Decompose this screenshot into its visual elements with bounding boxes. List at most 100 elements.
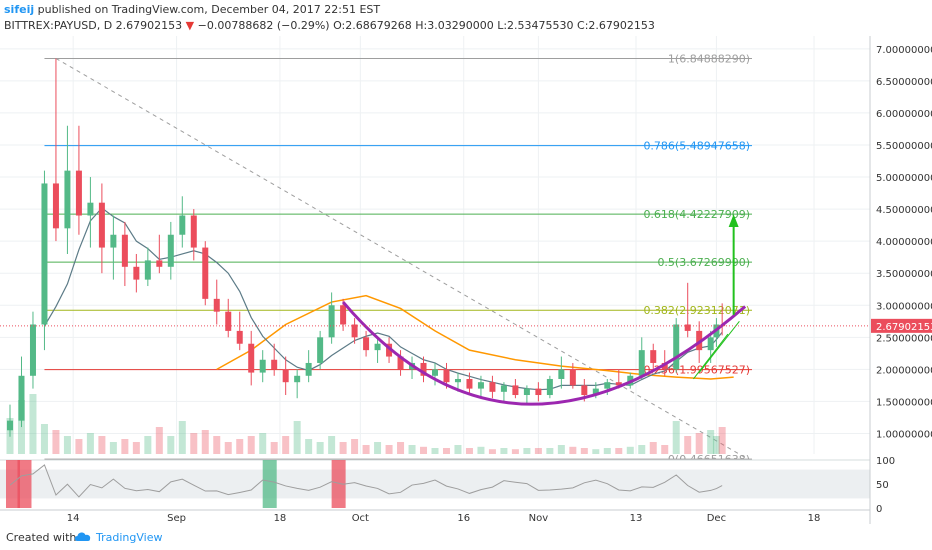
candle-body — [259, 359, 266, 373]
time-tick-label: 18 — [274, 513, 287, 524]
volume-bar — [442, 448, 450, 454]
indicator-line — [9, 464, 723, 498]
candle — [374, 337, 381, 363]
candle — [328, 292, 335, 344]
candle-body — [363, 337, 370, 351]
candle-body — [328, 305, 335, 338]
indicator-pane — [0, 459, 870, 508]
candle-body — [98, 202, 105, 248]
candle-body — [75, 170, 82, 216]
candle — [351, 318, 358, 344]
volume-bar — [718, 427, 726, 454]
close-value: C:2.67902153 — [577, 19, 655, 32]
indicator-band — [0, 469, 870, 499]
candle — [397, 350, 404, 376]
candle-body — [7, 420, 13, 431]
volume-bar — [201, 430, 209, 454]
volume-bar — [109, 442, 117, 454]
price-tick-label: 4.00000000 — [876, 237, 932, 248]
candle — [317, 330, 324, 370]
volume-bar — [546, 448, 554, 454]
price-tick-label: 3.00000000 — [876, 301, 932, 312]
candle — [259, 350, 266, 383]
fib-level-label: 1(6.84888290) — [668, 53, 750, 66]
candle-body — [569, 369, 576, 386]
price-tick-label: 1.00000000 — [876, 429, 932, 440]
target-arrow-icon — [728, 214, 739, 228]
volume-bar — [167, 436, 175, 454]
volume-bar — [259, 433, 267, 454]
candle-body — [202, 247, 209, 299]
candle — [535, 382, 542, 402]
candle-body — [466, 378, 473, 389]
volume-bar — [465, 448, 473, 454]
volume-bar — [178, 421, 186, 454]
volume-bar — [615, 448, 623, 454]
candle-body — [29, 324, 36, 376]
candle-body — [454, 378, 461, 383]
candle — [432, 362, 438, 386]
candle — [98, 183, 105, 274]
candle-body — [420, 362, 427, 376]
volume-bar — [328, 436, 336, 454]
volume-bar — [534, 448, 542, 454]
candle — [18, 356, 25, 428]
candle-body — [650, 350, 657, 363]
candle-body — [133, 266, 140, 280]
volume-bar — [144, 436, 152, 454]
tradingview-brand[interactable]: TradingView — [96, 531, 163, 544]
candle-body — [386, 343, 393, 357]
candlesticks — [7, 58, 726, 437]
candle-body — [477, 382, 484, 389]
candle — [420, 356, 427, 383]
price-chart[interactable]: 1(6.84888290) 0.786(5.48947658) 0.618(4.42… — [0, 36, 932, 524]
candle — [236, 311, 243, 351]
indicator-highlight — [6, 460, 20, 508]
author-link[interactable]: sifeij — [4, 3, 35, 16]
candle — [466, 372, 473, 396]
volume-bar — [557, 445, 565, 454]
publish-info: sifeij published on TradingView.com, Dec… — [4, 3, 380, 16]
candle-body — [236, 330, 243, 344]
volume-bar — [98, 436, 106, 454]
candle — [684, 282, 691, 338]
low-value: L:2.53475530 — [497, 19, 574, 32]
volume-bar — [190, 433, 198, 454]
volume-bar — [374, 442, 382, 454]
candle — [294, 369, 301, 399]
candle-body — [41, 183, 48, 325]
candle-body — [489, 382, 496, 392]
volume-bar — [270, 442, 278, 454]
candle-body — [248, 343, 255, 373]
candle — [75, 125, 82, 235]
candle — [638, 337, 645, 379]
time-tick-label: 14 — [67, 513, 80, 524]
candle-body — [581, 385, 588, 396]
candle-body — [271, 359, 278, 370]
price-tick-label: 4.50000000 — [876, 205, 932, 216]
candle — [386, 337, 393, 363]
volume-bar — [293, 421, 301, 454]
volume-bar — [626, 446, 634, 454]
candle — [271, 343, 278, 376]
cup-curve — [341, 301, 747, 406]
volume-bar — [282, 436, 290, 454]
candle-body — [696, 330, 703, 351]
volume-bar — [649, 442, 657, 454]
volume-bar — [29, 394, 37, 454]
candle — [512, 378, 519, 399]
candle-body — [225, 311, 232, 331]
candle-body — [374, 343, 381, 351]
volume-bar — [431, 448, 439, 454]
volume-bar — [75, 439, 83, 454]
fib-level-label: 0.618(4.42227909) — [643, 208, 750, 221]
symbol-label: BITTREX:PAYUSD, D — [4, 19, 113, 32]
high-value: H:3.03290000 — [415, 19, 494, 32]
candle — [523, 385, 530, 405]
trend-line — [55, 58, 749, 460]
price-change: −0.00788682 (−0.29%) — [197, 19, 330, 32]
fib-level-label: 0.786(5.48947658) — [643, 140, 750, 153]
volume-bar — [132, 442, 140, 454]
volume-bar — [695, 433, 703, 454]
candle — [305, 350, 312, 383]
